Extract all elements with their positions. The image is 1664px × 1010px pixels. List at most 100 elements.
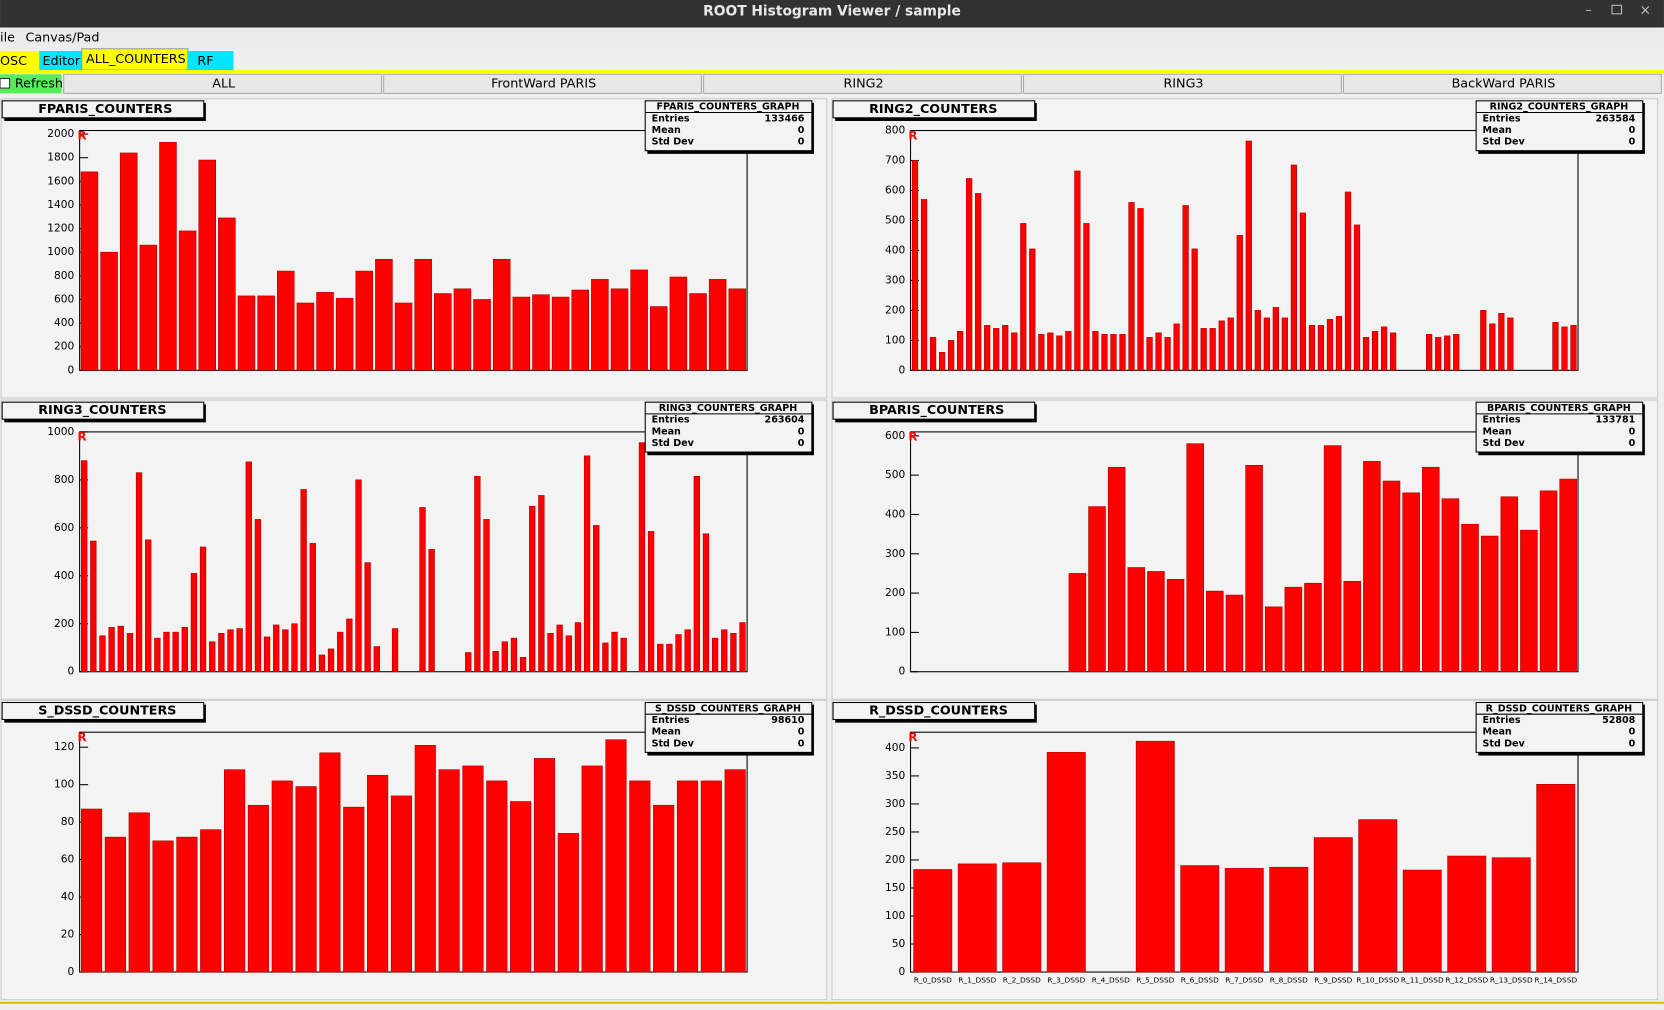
y-tick-label: 100 (885, 333, 906, 346)
stats-label: Mean (1483, 727, 1512, 738)
bar (1182, 205, 1189, 371)
bar (693, 475, 700, 673)
bar (100, 251, 118, 371)
bar (99, 635, 106, 673)
bar (119, 152, 138, 371)
y-tick-label: 400 (885, 243, 906, 256)
bar (152, 840, 174, 973)
y-tick-label: 150 (885, 881, 906, 894)
corner-label: R (908, 430, 917, 444)
y-tick-label: 300 (885, 797, 906, 810)
bar (533, 758, 556, 973)
nav-button[interactable] (703, 73, 1022, 94)
stats-value: 0 (798, 426, 805, 437)
bar (630, 269, 648, 371)
bar (390, 795, 413, 973)
stats-label: Entries (1483, 415, 1521, 426)
stats-title: BPARIS_COUNTERS_GRAPH (1487, 403, 1631, 414)
bar (1224, 868, 1264, 973)
close[interactable]: × (1640, 3, 1652, 19)
y-tick-label: 100 (885, 909, 906, 922)
tab-label[interactable]: RF (197, 54, 213, 69)
tab-label[interactable]: ALL_COUNTERS (86, 52, 186, 67)
tab[interactable] (187, 50, 234, 71)
y-tick-label: 1600 (47, 174, 74, 187)
bar (1570, 325, 1577, 371)
nav-button-label[interactable]: BackWard PARIS (1452, 76, 1556, 91)
bar (1389, 332, 1397, 371)
nav-button[interactable] (383, 73, 703, 94)
bar (1402, 869, 1442, 973)
bar (80, 171, 99, 371)
bar (1536, 784, 1576, 973)
bar (1164, 337, 1171, 371)
y-tick-label: 0 (68, 665, 75, 678)
bar (602, 642, 609, 673)
bar (364, 562, 371, 673)
nav-button-label[interactable]: RING3 (1163, 76, 1203, 91)
bar (428, 549, 435, 673)
bar (474, 475, 481, 673)
minimize[interactable]: – (1585, 3, 1591, 18)
bar (721, 629, 728, 673)
bar (355, 479, 362, 673)
bar (610, 288, 629, 371)
x-tick-label: R_1_DSSD (958, 976, 996, 985)
chart-title: R_DSSD_COUNTERS (869, 703, 1008, 718)
bar (1119, 334, 1126, 371)
bar (1083, 223, 1090, 371)
bar (1559, 478, 1577, 673)
corner-label: R (78, 430, 87, 444)
y-tick-label: 0 (68, 965, 75, 978)
bar (1317, 325, 1325, 371)
stats-label: Std Dev (652, 738, 695, 749)
bar (190, 573, 198, 673)
y-tick-label: 80 (61, 815, 75, 828)
nav-button[interactable] (1342, 73, 1662, 94)
y-tick-label: 400 (54, 569, 75, 582)
bar (462, 765, 484, 973)
bar (1068, 573, 1087, 673)
nav-button-label[interactable]: RING2 (844, 76, 884, 91)
bar (391, 628, 399, 673)
nav-button-label[interactable]: ALL (212, 76, 236, 91)
bar (1011, 332, 1018, 371)
tab[interactable] (0, 50, 40, 71)
tab[interactable] (39, 50, 82, 71)
bar (538, 495, 545, 673)
bar (689, 293, 707, 371)
y-tick-label: 500 (885, 213, 906, 226)
bar (510, 801, 532, 973)
bar (295, 786, 317, 973)
bar (355, 270, 374, 371)
bar (1135, 740, 1175, 973)
bar (1173, 323, 1180, 371)
y-tick-label: 0 (68, 363, 75, 376)
nav-button[interactable] (1023, 73, 1342, 94)
bar (1128, 202, 1135, 371)
nav-button[interactable] (63, 73, 383, 94)
bar (414, 745, 436, 973)
bar (551, 296, 570, 371)
tab-label[interactable]: Editor (42, 54, 80, 69)
refresh-label[interactable]: Refresh (15, 76, 63, 91)
tab-label[interactable]: OSC (0, 54, 27, 69)
bar (263, 636, 271, 673)
bar (676, 780, 699, 973)
stats-box (644, 701, 813, 753)
bar (90, 540, 97, 673)
maximize[interactable] (1611, 4, 1623, 15)
bar (1422, 466, 1440, 673)
refresh-button[interactable] (0, 74, 62, 94)
menu-file[interactable]: ile (0, 31, 15, 46)
bar (1371, 331, 1379, 371)
bar (557, 833, 579, 973)
bar (492, 651, 499, 673)
nav-button-label[interactable]: FrontWard PARIS (491, 76, 596, 91)
refresh-checkbox[interactable] (0, 77, 11, 89)
bar (176, 836, 198, 973)
bar (1088, 506, 1106, 673)
bar (172, 631, 179, 673)
menu-canvas[interactable]: Canvas/Pad (26, 31, 100, 46)
bar (657, 643, 664, 673)
